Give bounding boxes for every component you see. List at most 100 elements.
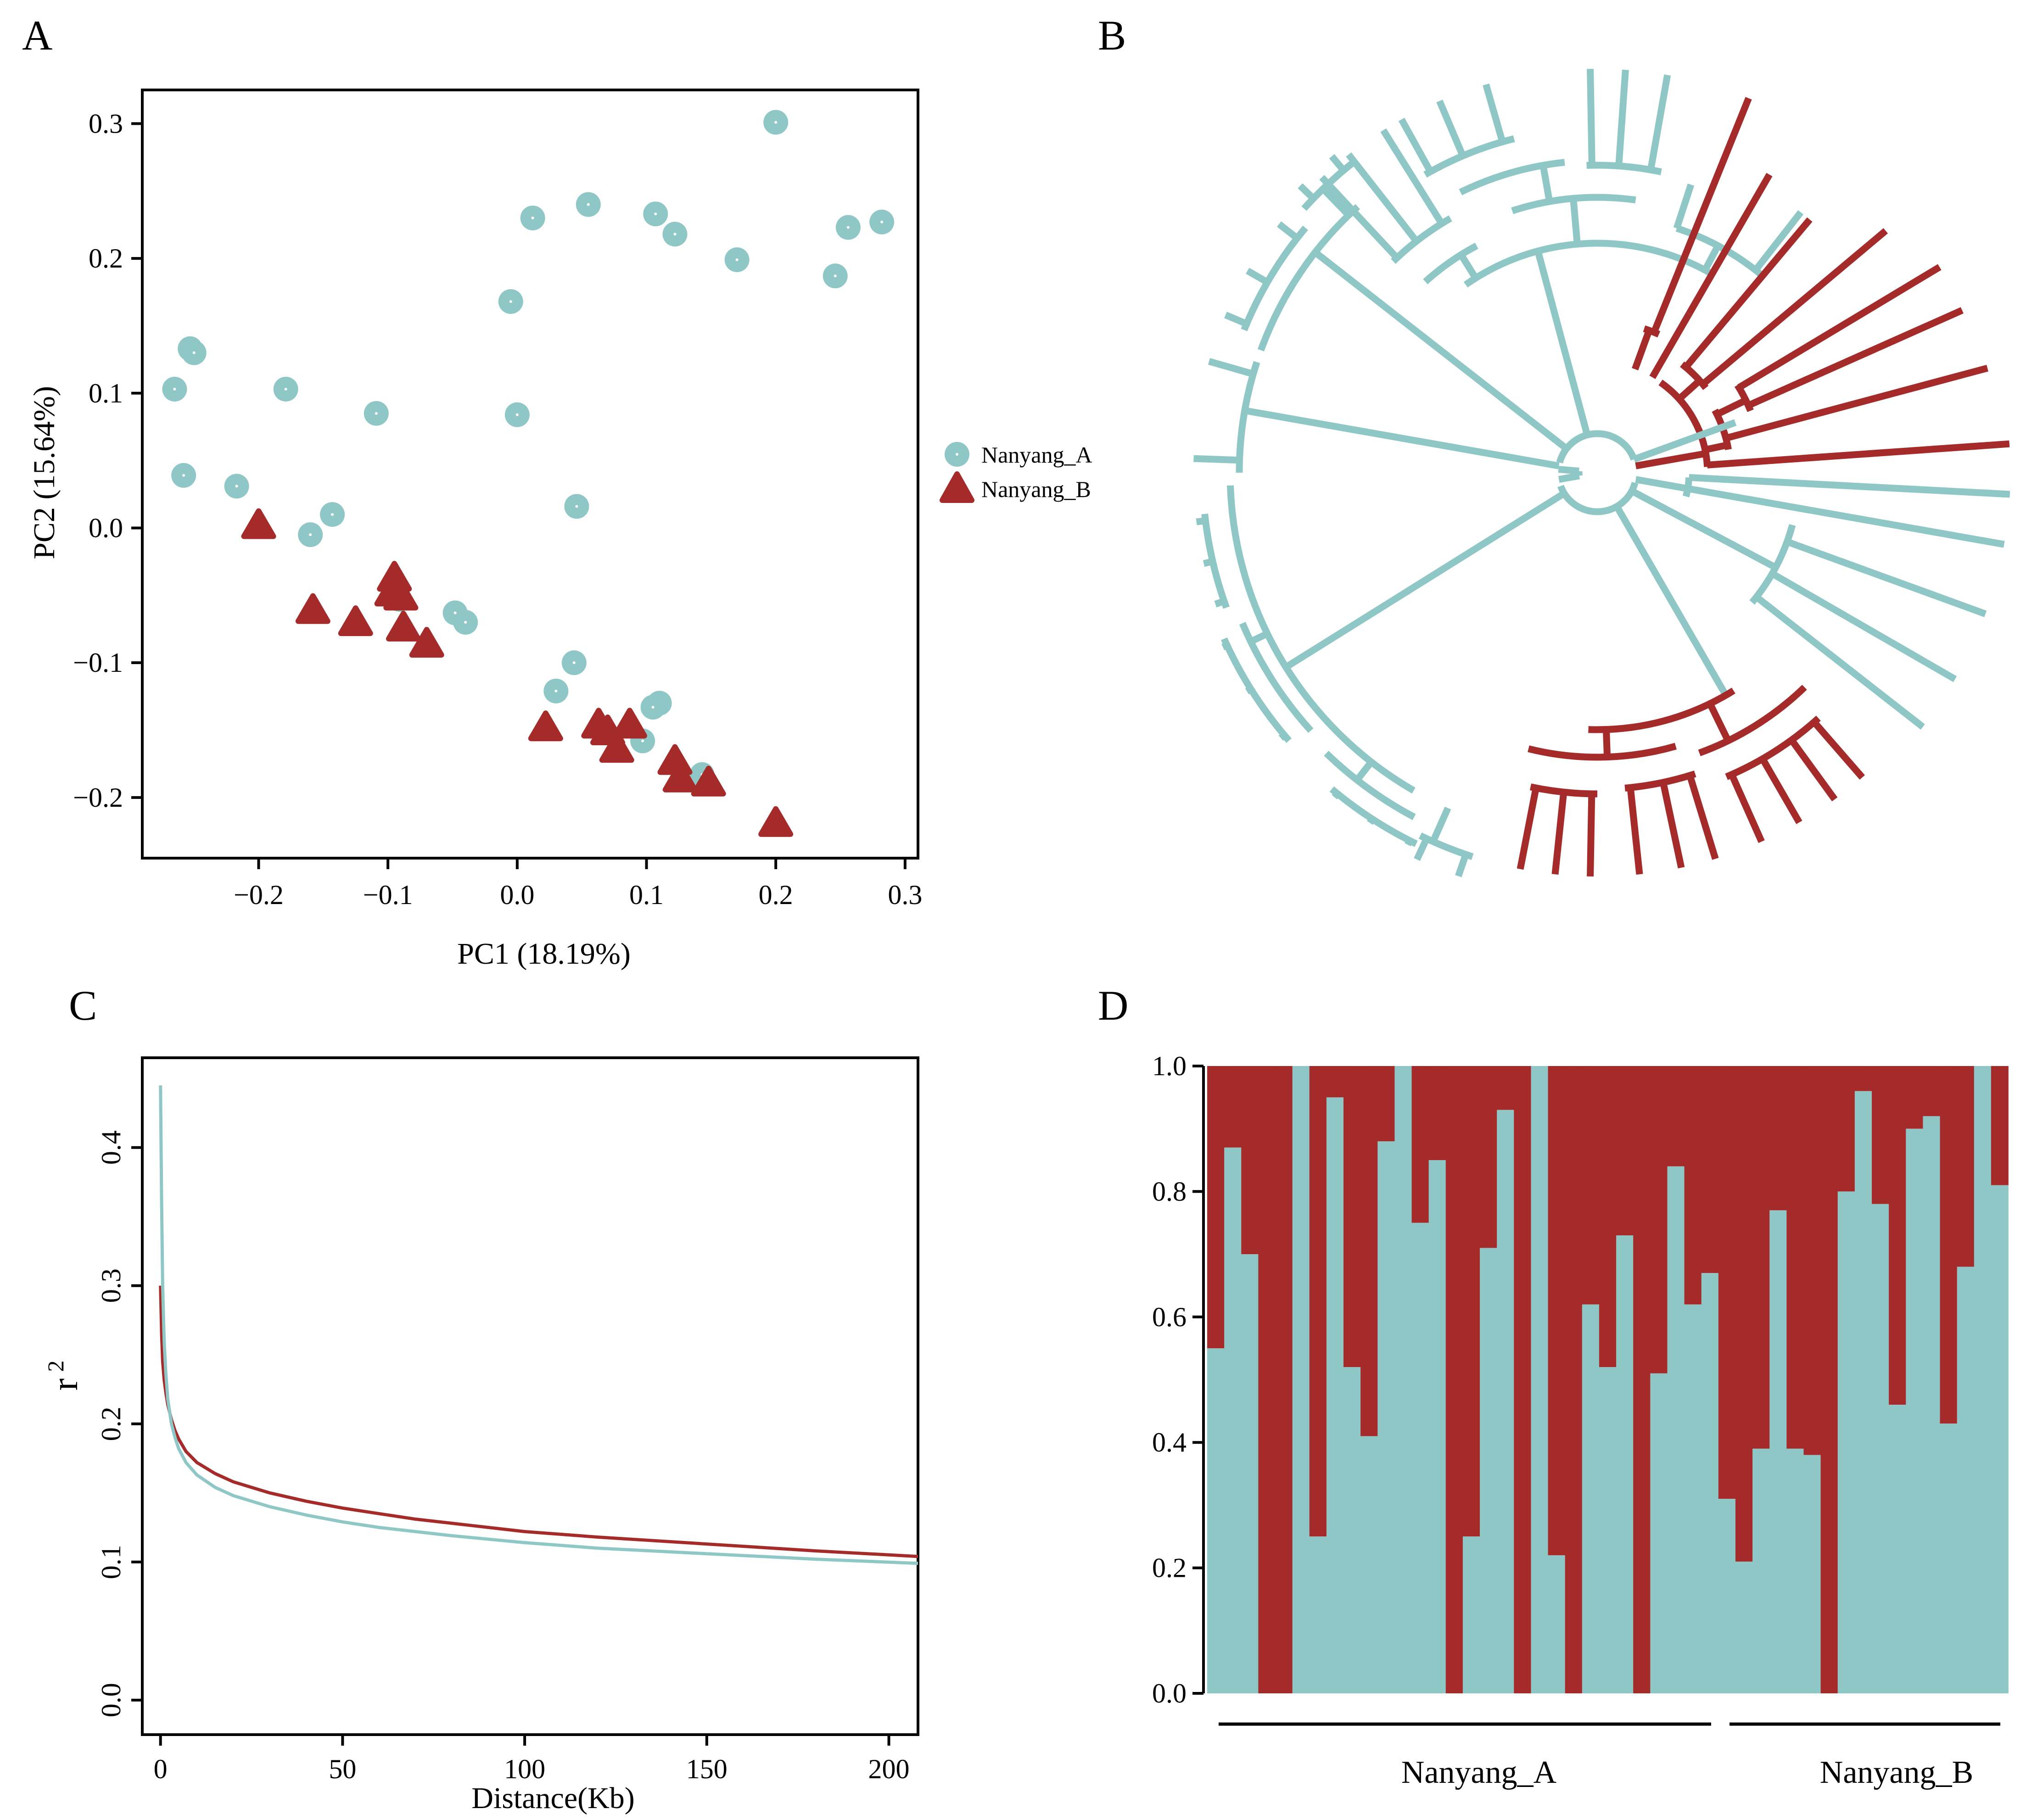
pca-x-tick-label: 0.1 xyxy=(629,880,664,910)
admixture-y-tick-label: 0.2 xyxy=(1152,1553,1187,1583)
dendrogram-branch xyxy=(1715,397,1747,418)
pca-point-center xyxy=(453,611,457,614)
admixture-bar-red xyxy=(1701,1066,1719,1273)
admixture-bar-red xyxy=(1889,1066,1907,1405)
pca-point-nanyang-b xyxy=(338,605,373,636)
pca-point-center xyxy=(515,413,519,416)
dendrogram-arc xyxy=(1511,194,1636,214)
dendrogram-branch xyxy=(1570,198,1581,245)
pca-point-center xyxy=(173,387,176,391)
admixture-bar-red xyxy=(1309,1066,1327,1537)
dendrogram-branch xyxy=(1689,474,2010,498)
dendrogram-arc xyxy=(1221,637,1292,743)
ld-x-tick-label: 50 xyxy=(329,1754,356,1784)
dendrogram-arc xyxy=(1423,242,1478,285)
admixture-bar-red xyxy=(1599,1066,1617,1368)
dendrogram-branch xyxy=(1630,488,1778,571)
admixture-bar-teal xyxy=(1650,1373,1668,1693)
admixture-bar-red xyxy=(1735,1066,1753,1562)
dendrogram-branch xyxy=(1430,806,1451,843)
pca-y-tick-label: −0.2 xyxy=(73,782,123,813)
ld-x-axis-label: Distance(Kb) xyxy=(471,1781,635,1815)
admixture-bars xyxy=(1207,1066,2009,1693)
panel-label-a: A xyxy=(22,12,52,59)
admixture-bar-red xyxy=(1224,1066,1242,1148)
admixture-bar-red xyxy=(1718,1066,1736,1499)
admixture-bar-red xyxy=(1633,1066,1651,1693)
dendrogram-branch xyxy=(1483,84,1506,143)
admixture-y-tick-label: 0.4 xyxy=(1152,1427,1187,1457)
group-label-nanyang-a: Nanyang_A xyxy=(1401,1755,1557,1790)
pca-point-center xyxy=(235,485,238,488)
dendrogram-arc xyxy=(1529,783,1598,798)
ld-x-tick-label: 200 xyxy=(868,1754,910,1784)
pca-point-center xyxy=(531,217,534,219)
dendrogram-arc xyxy=(1698,685,1807,756)
admixture-bar-red xyxy=(1241,1066,1259,1255)
pca-point-center xyxy=(309,533,312,536)
admixture-bar-red xyxy=(1428,1066,1446,1161)
dendrogram-branch xyxy=(1551,792,1567,875)
dendrogram-arc xyxy=(1236,361,1260,473)
dendrogram-branch xyxy=(1298,183,1316,201)
ld-x-tick-label: 100 xyxy=(504,1754,545,1784)
legend-marker-nanyang-a-dot xyxy=(956,453,958,456)
dendrogram-branch xyxy=(1208,358,1254,378)
ld-lines xyxy=(159,1085,918,1565)
admixture-bar-red xyxy=(1275,1066,1293,1693)
dendrogram-branch xyxy=(1673,183,1695,229)
admixture-bar-teal xyxy=(1718,1499,1736,1693)
admixture-bar-red xyxy=(1445,1066,1463,1693)
dendrogram-arc xyxy=(1734,383,1754,413)
admixture-bar-teal xyxy=(1974,1066,1992,1693)
panel-label-b: B xyxy=(1098,12,1126,59)
dendrogram-branch xyxy=(1633,419,1737,463)
admixture-bar-red xyxy=(1326,1066,1344,1098)
dendrogram-branch xyxy=(1245,686,1253,695)
admixture-bar-red xyxy=(1906,1066,1924,1129)
dendrogram-branch xyxy=(1603,729,1611,757)
dendrogram-branch xyxy=(1193,455,1240,464)
dendrogram-branch xyxy=(1686,774,1719,860)
dendrogram-branch xyxy=(1332,791,1340,799)
dendrogram-branch xyxy=(1244,407,1560,469)
pca-x-tick-label: 0.3 xyxy=(888,880,922,910)
dendrogram-arc xyxy=(1391,215,1452,264)
admixture-bar-teal xyxy=(1752,1448,1770,1693)
dendrogram-branch xyxy=(1539,164,1553,202)
pca-point-nanyang-b xyxy=(295,593,330,624)
dendrogram-branch xyxy=(1398,117,1433,173)
dendrogram-branch xyxy=(1651,97,1752,334)
pca-point-center xyxy=(673,233,677,236)
pca-point-center xyxy=(375,412,378,415)
ld-y-axis: 0.0 0.1 0.2 0.3 0.4 xyxy=(96,1130,142,1717)
dendrogram-branch xyxy=(1707,702,1731,743)
admixture-bar-teal xyxy=(1548,1555,1566,1693)
dendrogram-arc xyxy=(1257,204,1360,352)
pca-point-center xyxy=(880,220,884,223)
admixture-bar-teal xyxy=(1326,1097,1344,1693)
dendrogram-branch xyxy=(1455,853,1469,877)
dendrogram-arc xyxy=(1588,687,1735,733)
admixture-bar-teal xyxy=(1616,1235,1634,1693)
pca-point-nanyang-b xyxy=(599,732,634,763)
dendrogram-arc xyxy=(1463,240,1714,288)
pca-y-axis: 0.3 0.2 0.1 0.0 −0.1 −0.2 xyxy=(73,108,142,813)
admixture-bar-red xyxy=(1837,1066,1855,1192)
admixture-bar-teal xyxy=(1701,1273,1719,1693)
ld-y-axis-label-superscript: 2 xyxy=(43,1361,68,1372)
dendrogram-branch xyxy=(1789,738,1838,802)
dendrogram-branch xyxy=(1677,378,1702,402)
admixture-bar-red xyxy=(1923,1066,1941,1117)
dendrogram-branch xyxy=(1704,441,1729,453)
dendrogram-arc xyxy=(1680,361,1709,390)
admixture-bar-red xyxy=(1820,1066,1838,1693)
admixture-bar-teal xyxy=(1377,1141,1395,1693)
ld-y-tick-label: 0.2 xyxy=(96,1407,126,1441)
pca-point-center xyxy=(587,203,590,206)
legend-label-nanyang-a: Nanyang_A xyxy=(981,442,1092,468)
dendrogram-arc xyxy=(1324,751,1416,821)
dendrogram-branch xyxy=(1737,264,1942,391)
ld-plot-frame xyxy=(141,1056,919,1736)
